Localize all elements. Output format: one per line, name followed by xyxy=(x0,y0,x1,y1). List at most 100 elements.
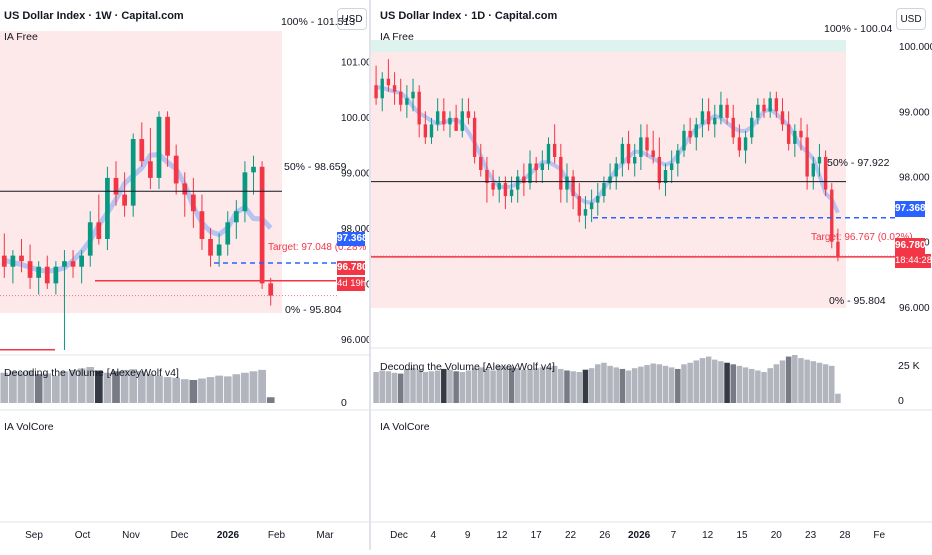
volume-bar[interactable] xyxy=(241,372,249,403)
candle-body[interactable] xyxy=(688,130,692,138)
candle-body[interactable] xyxy=(516,176,520,190)
candle-body[interactable] xyxy=(762,104,766,112)
candle-body[interactable] xyxy=(491,183,495,190)
candle-body[interactable] xyxy=(417,91,421,125)
candle-body[interactable] xyxy=(725,104,729,118)
indicator-label[interactable]: IA Free xyxy=(4,31,38,43)
volume-bar[interactable] xyxy=(120,369,129,403)
volume-bar[interactable] xyxy=(613,367,620,403)
volume-bar[interactable] xyxy=(810,361,817,403)
candle-body[interactable] xyxy=(411,91,415,99)
candle-body[interactable] xyxy=(503,183,508,197)
indicator-label[interactable]: IA Free xyxy=(380,31,414,43)
volume-bar[interactable] xyxy=(373,372,379,403)
volume-bar[interactable] xyxy=(588,368,595,403)
candle-body[interactable] xyxy=(786,124,791,144)
candle-body[interactable] xyxy=(522,176,526,184)
candle-body[interactable] xyxy=(546,143,551,164)
candle-body[interactable] xyxy=(122,194,127,206)
candle-body[interactable] xyxy=(460,111,464,131)
volume-bar[interactable] xyxy=(631,368,638,403)
volume-bar[interactable] xyxy=(835,393,841,403)
daily-volume-bars[interactable] xyxy=(373,355,841,403)
volume-bar[interactable] xyxy=(416,369,422,403)
volume-bar[interactable] xyxy=(137,371,146,403)
volume-bar[interactable] xyxy=(687,362,693,403)
volume-bar[interactable] xyxy=(484,368,490,403)
volume-bar[interactable] xyxy=(232,374,241,403)
candle-body[interactable] xyxy=(780,111,785,125)
volume-bar[interactable] xyxy=(644,365,650,403)
volume-bar[interactable] xyxy=(533,368,539,403)
volume-bar[interactable] xyxy=(258,369,266,403)
volume-bar[interactable] xyxy=(459,372,466,403)
candle-body[interactable] xyxy=(268,283,274,296)
candle-body[interactable] xyxy=(173,155,179,184)
weekly-volume-bars[interactable] xyxy=(0,367,275,403)
candle-body[interactable] xyxy=(706,111,711,125)
volume-bar[interactable] xyxy=(249,371,258,403)
volume-bar[interactable] xyxy=(490,370,496,403)
candle-body[interactable] xyxy=(36,266,42,278)
volume-bar[interactable] xyxy=(742,367,749,403)
candle-body[interactable] xyxy=(756,104,760,118)
volume-bar[interactable] xyxy=(447,369,453,403)
candle-body[interactable] xyxy=(596,196,600,203)
candle-body[interactable] xyxy=(454,117,458,131)
volume-bar[interactable] xyxy=(816,362,823,403)
weekly-candles[interactable] xyxy=(1,111,274,350)
volume-bar[interactable] xyxy=(410,368,416,403)
candle-body[interactable] xyxy=(774,98,779,112)
volume-bar[interactable] xyxy=(471,368,478,403)
volume-bar[interactable] xyxy=(94,370,103,403)
candle-body[interactable] xyxy=(793,130,797,144)
panel-divider[interactable] xyxy=(369,0,371,550)
candle-body[interactable] xyxy=(645,137,649,151)
volume-bar[interactable] xyxy=(441,368,447,403)
volume-bar[interactable] xyxy=(198,378,206,403)
volume-bar[interactable] xyxy=(51,375,60,403)
volume-bar[interactable] xyxy=(391,372,398,403)
candle-body[interactable] xyxy=(626,143,631,164)
candle-body[interactable] xyxy=(497,183,501,190)
currency-button[interactable]: USD xyxy=(337,8,367,30)
volume-bar[interactable] xyxy=(718,361,724,403)
candle-body[interactable] xyxy=(448,117,452,125)
candle-body[interactable] xyxy=(719,104,723,118)
volume-bar[interactable] xyxy=(465,370,472,403)
candle-body[interactable] xyxy=(27,261,33,278)
candle-body[interactable] xyxy=(386,78,391,86)
candle-body[interactable] xyxy=(216,244,222,256)
candle-body[interactable] xyxy=(805,137,809,177)
candle-body[interactable] xyxy=(485,170,489,184)
candle-body[interactable] xyxy=(811,163,815,177)
candle-body[interactable] xyxy=(614,163,618,177)
candle-body[interactable] xyxy=(651,150,655,157)
volume-bar[interactable] xyxy=(638,366,644,403)
candle-body[interactable] xyxy=(19,255,24,262)
candle-body[interactable] xyxy=(663,170,668,184)
candle-body[interactable] xyxy=(392,85,397,92)
candle-body[interactable] xyxy=(113,177,119,195)
volume-bar[interactable] xyxy=(582,369,589,403)
candle-body[interactable] xyxy=(62,261,67,267)
candle-body[interactable] xyxy=(639,137,643,157)
candle-body[interactable] xyxy=(53,266,59,284)
candle-body[interactable] xyxy=(70,261,76,267)
volume-bar[interactable] xyxy=(215,375,224,403)
candle-body[interactable] xyxy=(700,111,705,125)
candle-body[interactable] xyxy=(44,266,50,284)
volume-bar[interactable] xyxy=(453,371,459,403)
volume-bar[interactable] xyxy=(206,377,215,403)
volume-bar[interactable] xyxy=(699,358,706,403)
volume-bar[interactable] xyxy=(77,368,86,403)
candle-body[interactable] xyxy=(208,238,213,256)
volume-bar[interactable] xyxy=(379,370,386,403)
volume-bar[interactable] xyxy=(761,372,767,403)
volume-bar[interactable] xyxy=(656,364,663,403)
candle-body[interactable] xyxy=(423,124,428,138)
volume-bar[interactable] xyxy=(180,379,189,403)
candle-body[interactable] xyxy=(225,222,231,245)
